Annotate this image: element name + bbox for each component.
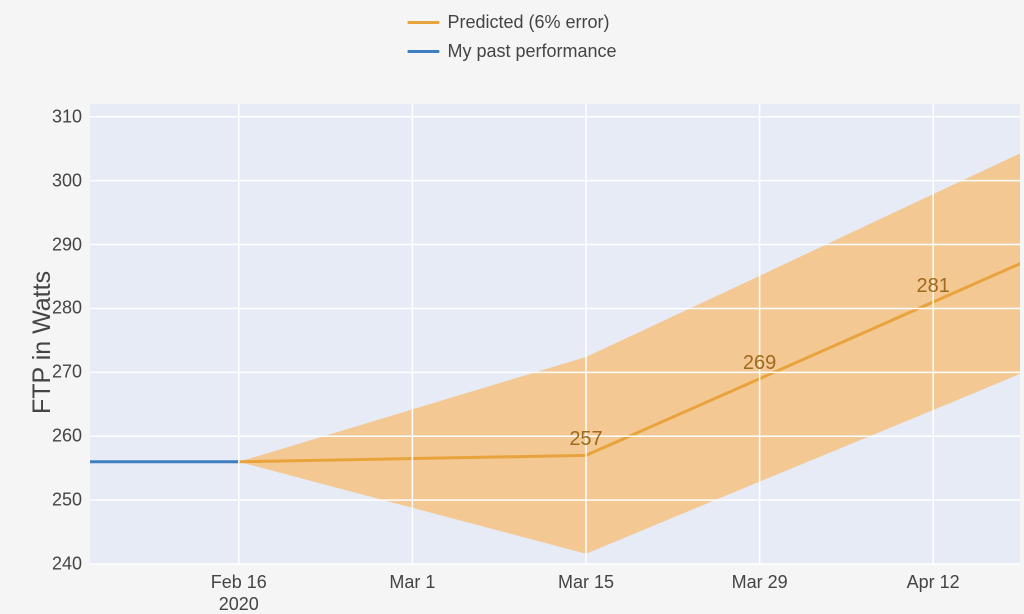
data-point-label: 257	[569, 428, 602, 451]
x-tick-sublabel: 2020	[219, 594, 259, 614]
x-tick-label: Feb 16	[211, 572, 267, 593]
ftp-chart: Predicted (6% error) My past performance…	[0, 0, 1024, 614]
x-tick-label: Mar 29	[732, 572, 788, 593]
data-point-label: 281	[917, 275, 950, 298]
data-point-label: 269	[743, 352, 776, 375]
y-tick-label: 250	[42, 490, 82, 511]
x-tick-label: Mar 15	[558, 572, 614, 593]
error-band	[239, 113, 1024, 554]
x-tick-label: Apr 12	[907, 572, 960, 593]
x-tick-label: Mar 1	[389, 572, 435, 593]
y-tick-label: 260	[42, 426, 82, 447]
y-tick-label: 300	[42, 170, 82, 191]
y-tick-label: 240	[42, 554, 82, 575]
y-tick-label: 290	[42, 234, 82, 255]
y-tick-label: 270	[42, 362, 82, 383]
plot-svg	[0, 0, 1024, 614]
y-tick-label: 310	[42, 106, 82, 127]
y-tick-label: 280	[42, 298, 82, 319]
